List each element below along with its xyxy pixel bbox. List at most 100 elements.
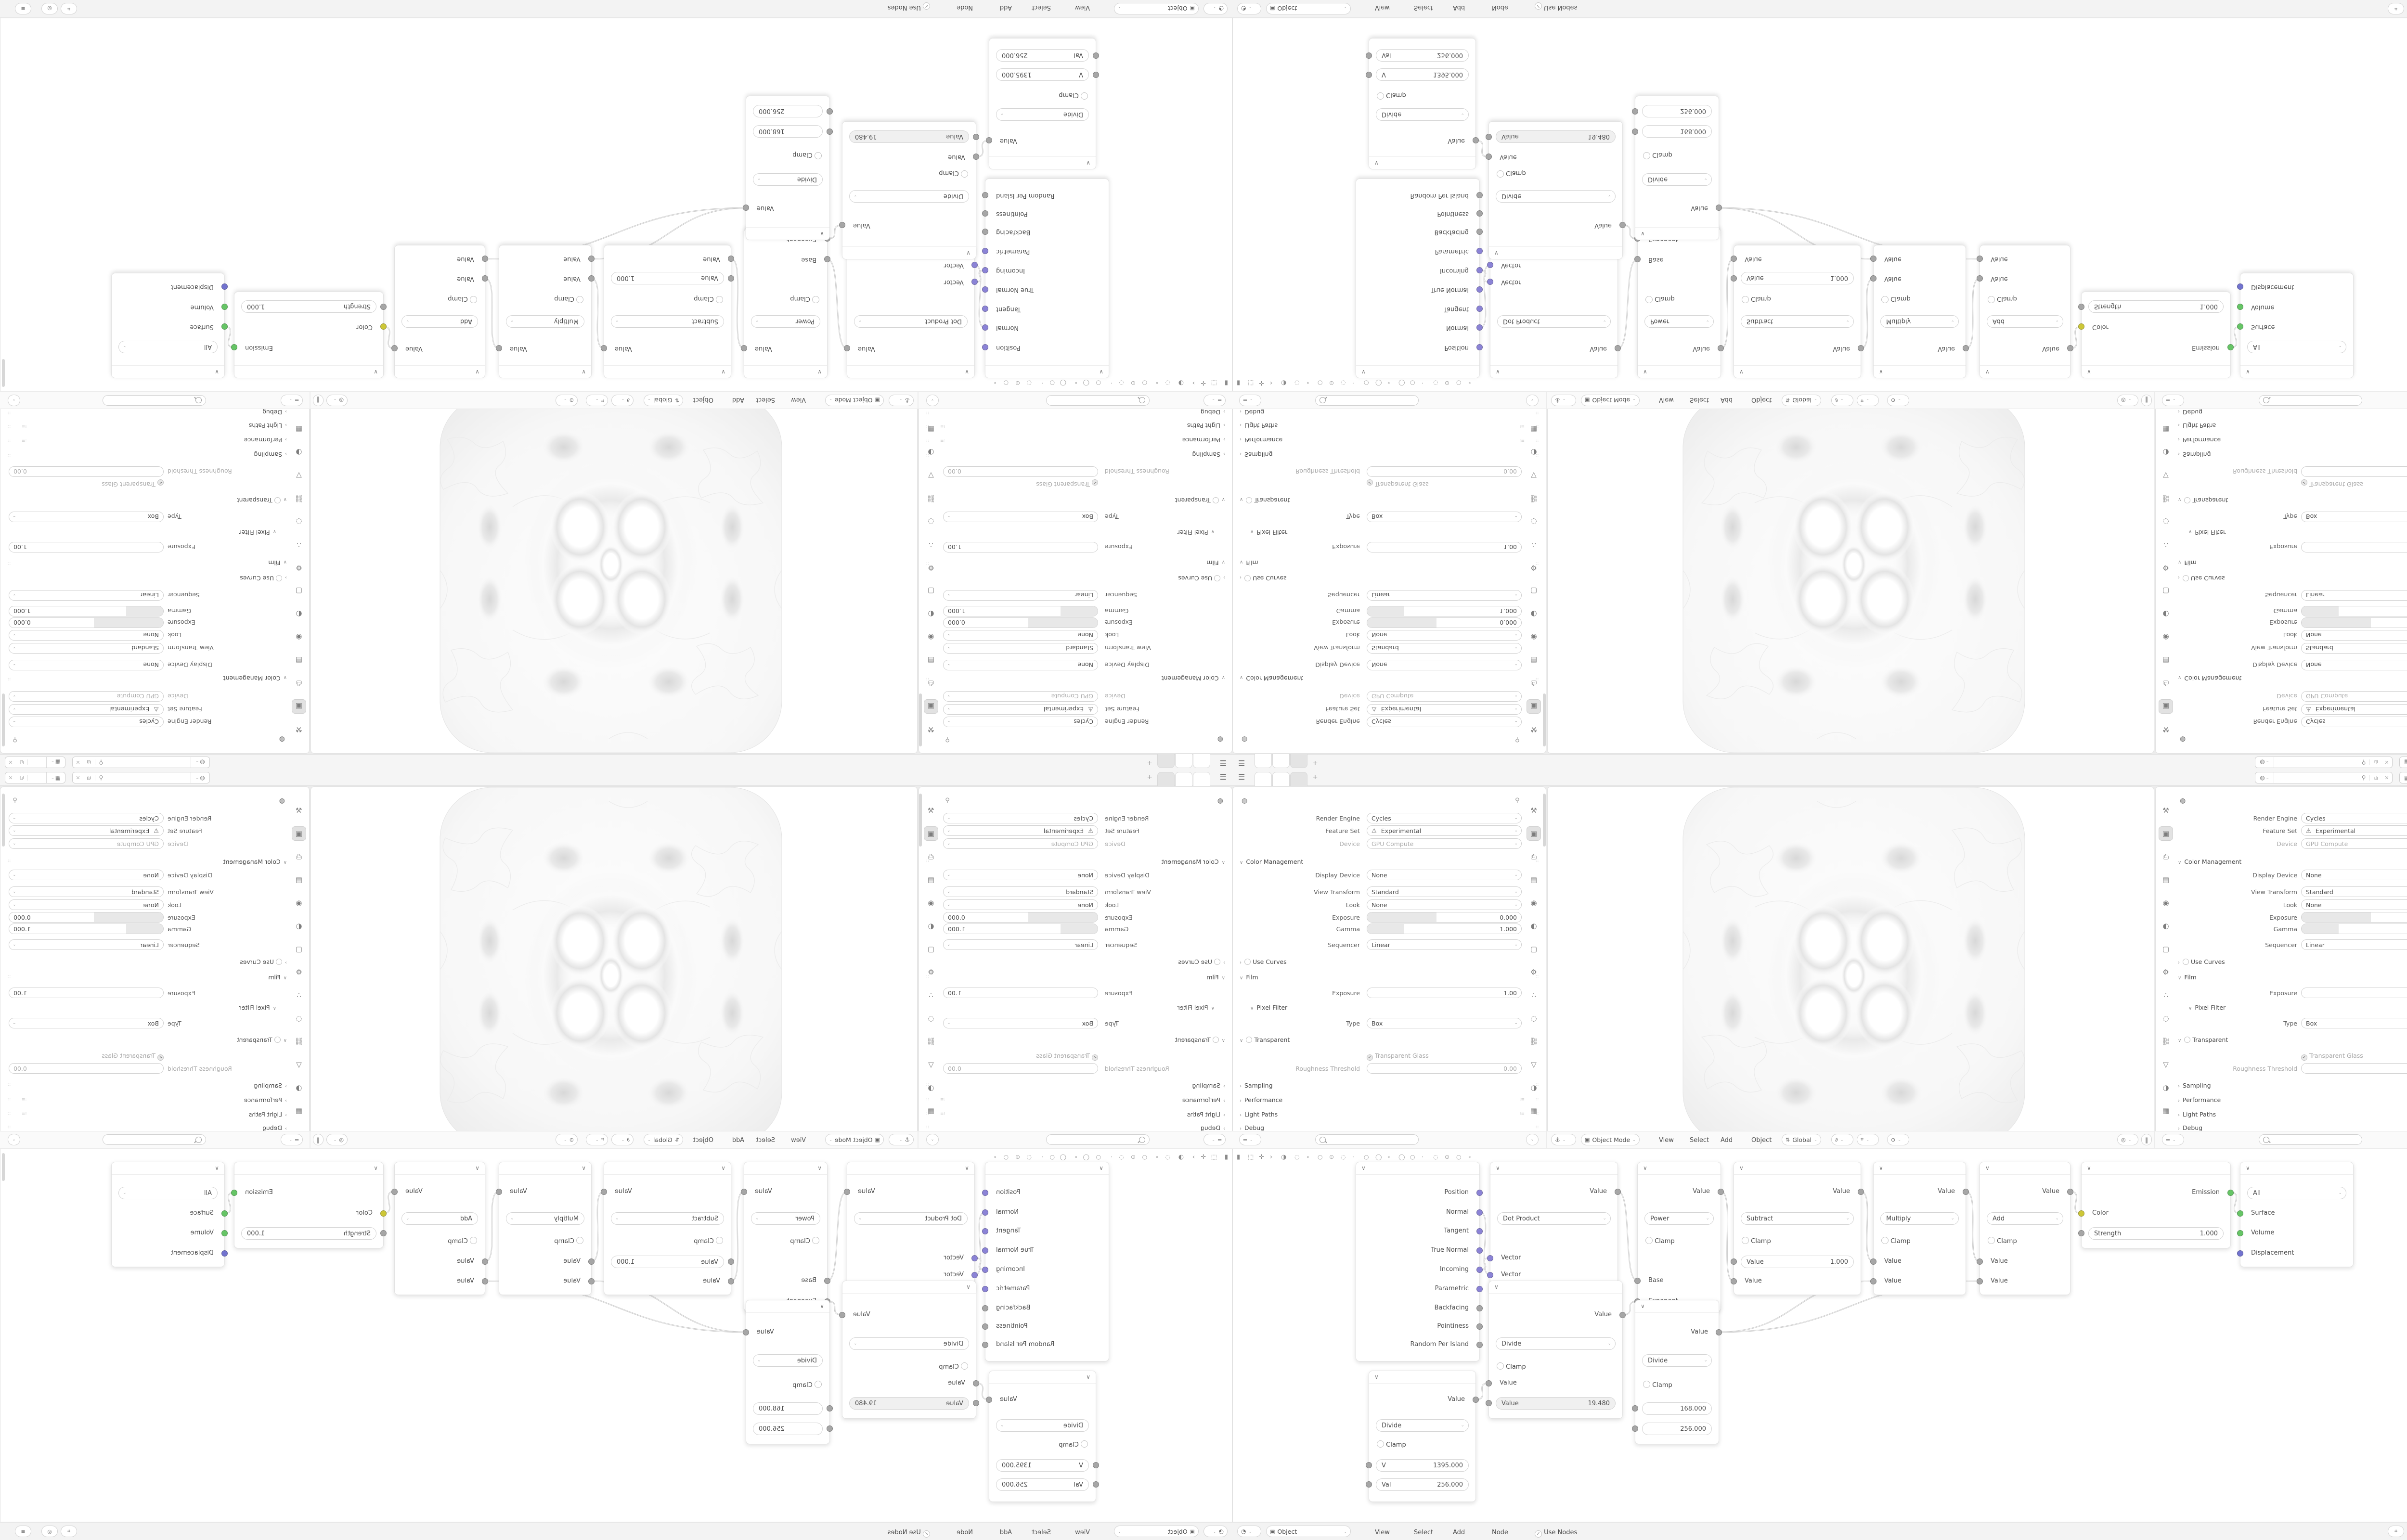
panel-section-debug[interactable]: ›Debug (1200, 409, 1225, 416)
search-input[interactable] (103, 395, 206, 406)
row-field-exposure[interactable]: 1.00 (2301, 988, 2407, 998)
panel-toggle-use-curves[interactable]: › Use Curves (2178, 958, 2225, 965)
collapse-chevron-icon[interactable]: ∨ (1086, 1373, 1090, 1380)
scrollbar[interactable] (2, 693, 5, 746)
value-field[interactable]: Val 256.000 (1376, 1478, 1469, 1491)
snap-magnet-pill[interactable]: ⌗ ⌄ (1857, 395, 1879, 406)
collapse-chevron-icon[interactable]: ∨ (2087, 1165, 2091, 1171)
socket-in-base[interactable] (1634, 1278, 1641, 1284)
clamp-checkbox[interactable]: Clamp (1645, 295, 1675, 303)
properties-tab-physics[interactable]: ◌ (1530, 517, 1537, 526)
properties-tab-render[interactable]: ▣ (924, 826, 938, 841)
properties-tab-object[interactable]: ▢ (927, 587, 935, 595)
node-header[interactable]: ∨ (1635, 1300, 1719, 1313)
socket-in-value[interactable] (728, 256, 734, 262)
row-field-device[interactable]: GPU Compute⌄ (943, 691, 1098, 702)
value-field[interactable]: 168.000 (1642, 1402, 1712, 1415)
panel-section-color-management[interactable]: ∨Color Management (1161, 858, 1225, 865)
use-nodes-checkbox[interactable]: ✓ Use Nodes (888, 1529, 930, 1538)
properties-tab-modifiers[interactable]: ⚙ (1530, 564, 1537, 572)
row-field-exposure[interactable]: 1.00 (9, 542, 164, 552)
collapse-chevron-icon[interactable]: ∨ (475, 1165, 479, 1171)
properties-tab-object-data[interactable]: ▽ (928, 471, 934, 480)
viewport-menu-select[interactable]: Select (1690, 1137, 1709, 1144)
row-field-roughness-threshold[interactable]: 0.00 (1367, 466, 1522, 477)
orientation-dropdown[interactable]: ⇅ Global ⌄ (1782, 1134, 1821, 1145)
node-dot_product[interactable]: ∨ Value Dot Product ⌄ Vector Vector (844, 1162, 978, 1293)
node-header[interactable]: ∨ (989, 156, 1096, 169)
enum-dropdown[interactable]: All ⌄ (118, 341, 218, 353)
node-link[interactable] (827, 259, 847, 349)
collapse-chevron-icon[interactable]: ∨ (1985, 369, 1990, 375)
node-header[interactable]: ∨ (1734, 1162, 1861, 1175)
node-link[interactable] (1475, 1383, 1489, 1400)
collapse-chevron-icon[interactable]: ∨ (1496, 369, 1500, 375)
viewport-menu-view[interactable]: View (791, 1137, 806, 1144)
pin-icon[interactable]: ⚲ (13, 736, 17, 743)
snap-magnet-pill[interactable]: ⌗ ⌄ (586, 1134, 608, 1145)
node-add[interactable]: ∨ Value Add ⌄ Clamp Value Value (1977, 245, 2073, 378)
pin-icon[interactable]: ⚲ (945, 797, 950, 804)
row-field-device[interactable]: GPU Compute⌄ (2301, 691, 2407, 702)
scrollbar[interactable] (919, 693, 922, 746)
shader-menu-node[interactable]: Node (1492, 4, 1508, 11)
node-link[interactable] (2230, 326, 2240, 348)
properties-tab-output[interactable]: ⎙ (928, 852, 934, 861)
collapse-chevron-icon[interactable]: ∨ (582, 1165, 586, 1171)
row-field-render-engine[interactable]: Cycles⌄ (1367, 717, 1522, 727)
socket-out-normal[interactable] (982, 324, 988, 331)
socket-out-value[interactable] (496, 345, 502, 351)
overlay-toggle-pill[interactable]: ◎ ⌄ (2117, 1134, 2138, 1145)
panel-toggle-transparent[interactable]: ∨ Transparent (1240, 1036, 1290, 1043)
row-field-look[interactable]: None⌄ (943, 899, 1098, 910)
row-field-exposure[interactable]: 0.000 (2301, 912, 2407, 923)
node-multiply[interactable]: ∨ Value Multiply ⌄ Clamp Value Value (496, 1162, 595, 1295)
socket-in-volume[interactable] (2237, 1230, 2243, 1236)
socket-in-volume[interactable] (2237, 304, 2243, 310)
row-field-gamma[interactable]: 1.000 (9, 606, 164, 616)
filter-toggle-pill[interactable]: ⚌ ⌄ (1204, 395, 1226, 406)
socket-in-vector[interactable] (1487, 1255, 1493, 1261)
node-divide_a[interactable]: ∨ Value Divide ⌄ Clamp Value Value 19.480 (839, 121, 979, 259)
shader-menu-node[interactable]: Node (1492, 1529, 1508, 1536)
properties-tab-modifiers[interactable]: ⚙ (1530, 968, 1537, 976)
node-divide_b[interactable]: ∨ Value Divide ⌄ Clamp 168.000 256.000 (743, 1300, 833, 1444)
properties-tab-texture[interactable]: ▦ (1530, 425, 1538, 434)
value-field[interactable]: 256.000 (1642, 1423, 1712, 1435)
node-link[interactable] (2070, 326, 2082, 349)
row-field-view-transform[interactable]: Standard⌄ (9, 643, 164, 654)
node-multiply[interactable]: ∨ Value Multiply ⌄ Clamp Value Value (1870, 245, 1969, 378)
use-nodes-checkbox[interactable]: ✓ Use Nodes (1535, 1529, 1577, 1538)
row-field-render-engine[interactable]: Cycles⌄ (2301, 813, 2407, 823)
enum-dropdown[interactable]: Multiply ⌄ (506, 1212, 584, 1225)
node-header[interactable]: ∨ (234, 1162, 383, 1175)
proportional-edit-pill[interactable]: ⊙ ⌄ (1887, 1134, 1909, 1145)
socket-in-vector[interactable] (1487, 262, 1493, 268)
node-link[interactable] (224, 1192, 234, 1214)
copy-icon[interactable]: ⧉ (2369, 775, 2381, 781)
socket-out-value[interactable] (2067, 1189, 2073, 1195)
node-link[interactable] (974, 1212, 985, 1275)
socket-out-value[interactable] (1963, 345, 1969, 351)
enum-dropdown[interactable]: Divide ⌄ (753, 173, 823, 186)
node-header[interactable]: ∨ (234, 365, 383, 378)
image-selector[interactable]: ▦⌄⧉✕ (2399, 772, 2407, 783)
shader-menu-select[interactable]: Select (1414, 1529, 1434, 1536)
copy-icon[interactable]: ⧉ (83, 759, 95, 766)
shader-mode-dropdown[interactable]: ▣ Object ⌄ (1266, 1526, 1351, 1537)
row-field-display-device[interactable]: None⌄ (943, 870, 1098, 880)
viewport-menu-view[interactable]: View (1659, 1137, 1674, 1144)
panel-section-light-paths[interactable]: ›Light Paths (2178, 1111, 2216, 1118)
clamp-checkbox[interactable]: Clamp (448, 1237, 477, 1245)
collapse-chevron-icon[interactable]: ∨ (374, 369, 378, 375)
material-selector[interactable]: ◍ ⌄ ⚲ ⧉ ✕ (72, 757, 210, 768)
socket-in-value[interactable] (1731, 1258, 1737, 1265)
properties-tab-tool[interactable]: ⚒ (1530, 806, 1537, 815)
socket-out-true-normal[interactable] (1476, 1247, 1483, 1254)
scrollbar[interactable] (1543, 794, 1546, 847)
enum-dropdown[interactable]: Divide ⌄ (1496, 190, 1616, 203)
socket-out-tangent[interactable] (1476, 1228, 1483, 1234)
collapse-chevron-icon[interactable]: ∨ (1099, 1165, 1103, 1171)
socket-in-base[interactable] (824, 256, 830, 262)
node-link[interactable] (1861, 278, 1874, 349)
